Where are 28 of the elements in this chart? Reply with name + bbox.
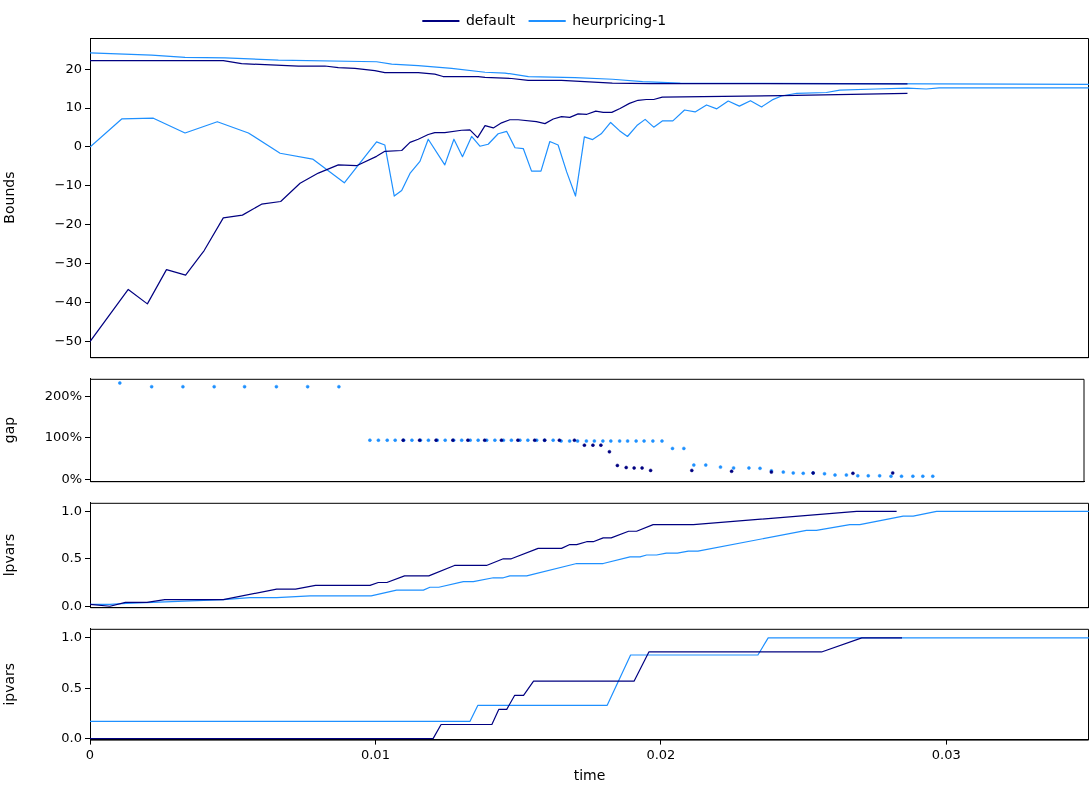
y-tick-label: 20 xyxy=(65,60,82,76)
y-tick-label: 0.5 xyxy=(61,679,82,695)
legend-label: heurpricing-1 xyxy=(572,11,667,28)
y-axis-title: Bounds xyxy=(1,171,18,224)
y-tick-label: 1.0 xyxy=(61,629,82,645)
y-tick-label: 0% xyxy=(61,470,82,486)
y-tick-label: 0 xyxy=(73,138,82,154)
y-tick-label: 200% xyxy=(44,387,82,403)
y-tick-label: −20 xyxy=(54,216,82,232)
x-tick-label: 0.02 xyxy=(646,746,676,762)
x-tick-label: 0.01 xyxy=(360,746,390,762)
x-tick-label: 0 xyxy=(85,746,95,762)
y-axis-title: lpvars xyxy=(1,533,18,577)
y-tick-label: 1.0 xyxy=(61,502,82,518)
y-tick-label: −40 xyxy=(54,294,82,310)
y-tick-label: 10 xyxy=(65,99,82,115)
y-tick-label: −50 xyxy=(54,333,82,348)
x-tick-label: 0.03 xyxy=(931,746,961,762)
y-axis-title: gap xyxy=(1,416,18,444)
y-tick-label: −10 xyxy=(54,177,82,193)
y-tick-label: 0.0 xyxy=(61,729,82,745)
y-axis-title: ipvars xyxy=(1,662,18,706)
legend-label: default xyxy=(465,11,516,28)
x-axis-title: time xyxy=(573,767,606,784)
y-tick-label: −30 xyxy=(54,255,82,271)
y-tick-label: 100% xyxy=(44,429,82,445)
y-tick-label: 0.5 xyxy=(61,550,82,566)
y-tick-label: 0.0 xyxy=(61,597,82,613)
